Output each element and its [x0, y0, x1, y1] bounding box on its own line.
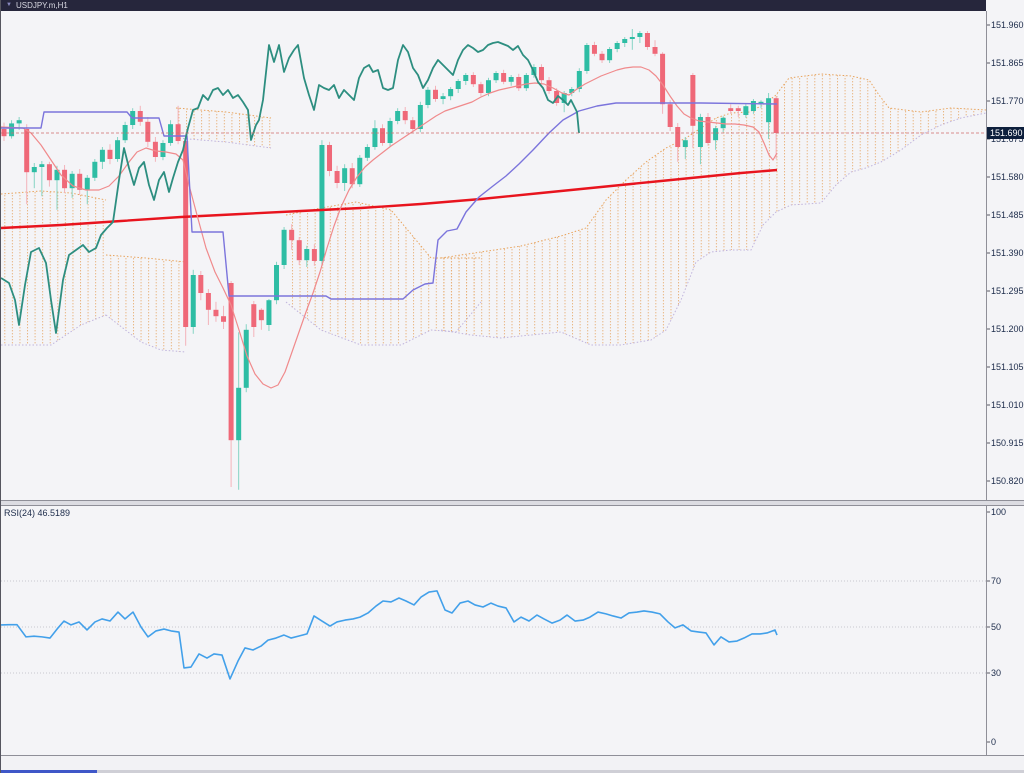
- price-axis-label: 151.675: [991, 134, 1024, 144]
- price-axis-label: 151.485: [991, 210, 1024, 220]
- price-axis-label: 151.960: [991, 20, 1024, 30]
- price-axis-label: 151.200: [991, 324, 1024, 334]
- price-axis-label: 150.820: [991, 476, 1024, 486]
- collapse-chart-icon[interactable]: ▼: [6, 2, 12, 8]
- rsi-layer: [1, 580, 986, 680]
- price-axis-label: 151.865: [991, 58, 1024, 68]
- current-price-badge: 151.690: [987, 127, 1024, 139]
- window-splitter[interactable]: [1, 500, 1024, 506]
- scrollbar-thumb[interactable]: [1, 770, 97, 773]
- horizontal-scrollbar[interactable]: [1, 770, 1024, 773]
- price-axis-label: 151.390: [991, 248, 1024, 258]
- price-axis-separator: [986, 11, 987, 755]
- price-axis-label: 151.580: [991, 172, 1024, 182]
- ichimoku-cloud: [1, 73, 987, 353]
- candles-layer: [1, 29, 779, 490]
- rsi-axis-label: 50: [991, 622, 1002, 632]
- rsi-axis-label: 30: [991, 668, 1002, 678]
- rsi-axis-label: 0: [991, 737, 997, 747]
- rsi-indicator-label: RSI(24) 46.5189: [4, 508, 71, 518]
- chart-title-bar[interactable]: ▼ USDJPY.m,H1: [1, 0, 986, 11]
- price-axis-label: 151.295: [991, 286, 1024, 296]
- time-axis-band[interactable]: [1, 755, 1024, 770]
- price-axis-label: 151.010: [991, 400, 1024, 410]
- price-axis-label: 151.105: [991, 362, 1024, 372]
- price-axis-label: 151.770: [991, 96, 1024, 106]
- chart-title: USDJPY.m,H1: [15, 1, 68, 10]
- rsi-axis-label: 100: [991, 507, 1007, 517]
- indicator-lines-layer: [1, 41, 986, 389]
- price-axis-label: 150.915: [991, 438, 1024, 448]
- rsi-axis-label: 70: [991, 576, 1002, 586]
